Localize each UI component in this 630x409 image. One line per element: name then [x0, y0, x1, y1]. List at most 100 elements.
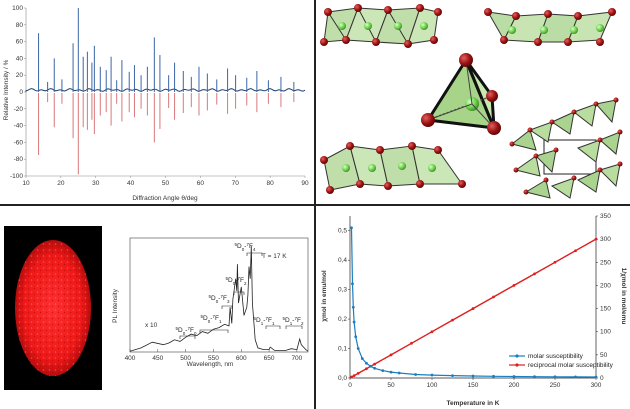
lum-transition-bracket: [285, 325, 303, 329]
lum-xtick-label: 500: [180, 355, 191, 362]
mag-reciprocal-point: [389, 353, 393, 357]
mag-ytick-left-label: 0,1: [338, 346, 347, 353]
mag-reciprocal-point: [553, 260, 557, 264]
xrd-xtick-label: 30: [92, 180, 100, 187]
mag-molar-point: [360, 357, 364, 360]
xrd-panel: 100 80 60 40 20 0 -20 -40 -60 -80 -100 10 20 30 40 50 60…: [0, 0, 314, 204]
mag-molar-point: [553, 375, 557, 379]
legend-label-molar: molar susceptibility: [528, 353, 584, 360]
lum-xtick-label: 700: [291, 355, 302, 362]
mag-reciprocal-point: [451, 318, 454, 322]
xrd-xtick-label: 40: [127, 180, 135, 187]
mag-molar-point: [352, 320, 356, 324]
lum-ylabel: PL Intensity: [112, 288, 119, 322]
mag-ytick-right-label: 0: [600, 375, 604, 382]
crystal-photo: [4, 226, 102, 390]
luminescence-figure: 400 450 500 550 600 650 700 5D0-7F05D0-7F15D0-…: [4, 226, 309, 390]
lum-transition-label: 5D0-7F4: [235, 242, 256, 252]
mag-reciprocal-point: [430, 330, 434, 334]
lum-transition-bracket: [246, 252, 263, 256]
xrd-xtick-label: 50: [162, 180, 170, 187]
lum-temperature: T = 17 K: [262, 253, 287, 260]
mag-reciprocal-point: [373, 362, 376, 366]
mag-molar-point: [533, 375, 536, 379]
lum-transition-bracket: [199, 329, 229, 333]
xrd-ytick-label: 60: [16, 39, 24, 46]
mag-ytick-right-label: 250: [600, 259, 611, 266]
mag-ytick-left-label: 0,4: [338, 257, 347, 264]
mag-ytick-left-label: 0,0: [338, 375, 347, 382]
mag-reciprocal-point: [365, 367, 368, 371]
xrd-ytick-label: -20: [14, 106, 24, 113]
mag-xtick-label: 150: [468, 382, 479, 389]
mag-xtick-label: 0: [348, 382, 352, 389]
mag-reciprocal-point: [512, 284, 516, 287]
mag-molar-point: [451, 374, 454, 378]
mag-reciprocal-point: [352, 374, 356, 378]
horizontal-divider: [0, 204, 630, 206]
mag-reciprocal-point: [350, 375, 353, 379]
lum-transition-bracket: [179, 335, 196, 339]
xrd-xtick-label: 80: [267, 180, 275, 187]
mag-ytick-right-label: 350: [600, 213, 611, 220]
mag-reciprocal-point: [410, 341, 413, 345]
legend-label-reciprocal: reciprocal molar susceptibility: [528, 362, 614, 369]
mag-ytick-right-label: 300: [600, 236, 611, 243]
mag-ylabel-right: 1/χmol in mol/emu: [620, 268, 627, 325]
lum-transition-bracket: [221, 305, 233, 309]
mag-axes: 0 50 100 150 200 250 300 0,0 0,1 0,2 0,3 0,4 0,5 0 50 1…: [338, 213, 611, 389]
lum-transition-label: 5D0-7F2: [226, 276, 247, 286]
mag-ytick-left-label: 0,2: [338, 316, 347, 323]
mag-molar-point: [430, 373, 434, 377]
mag-molar-point: [574, 375, 577, 379]
mag-xtick-label: 100: [427, 382, 438, 389]
xrd-xtick-label: 20: [57, 180, 65, 187]
mag-xtick-label: 250: [550, 382, 561, 389]
mag-ytick-right-label: 200: [600, 282, 611, 289]
xrd-data: [25, 8, 306, 175]
xrd-ytick-label: 0: [19, 89, 23, 96]
tetrahedra-network: [509, 97, 623, 199]
mag-reciprocal-point: [574, 249, 577, 253]
lum-xtick-label: 600: [236, 355, 247, 362]
luminescence-panel: 400 450 500 550 600 650 700 5D0-7F0 5D0-7F1 5D0-…: [0, 206, 314, 409]
xrd-xtick-label: 10: [22, 180, 30, 187]
mag-molar-point: [389, 370, 393, 374]
mag-reciprocal-point: [594, 237, 598, 241]
mag-molar-point: [373, 366, 376, 370]
mag-molar-point: [512, 375, 516, 378]
tetrahedra-chain-top-left: [320, 4, 442, 48]
single-tetrahedron: [421, 53, 501, 135]
mag-ylabel-left: χmol in emu/mol: [321, 270, 328, 322]
xrd-ylabel: Relative Intensity / %: [3, 59, 10, 120]
xrd-ytick-label: 80: [16, 22, 24, 29]
mag-reciprocal-point: [356, 371, 360, 375]
lum-transition-label: 5D0-7F3: [209, 294, 230, 304]
mag-reciprocal-point: [471, 307, 475, 310]
mag-legend: molar susceptibility reciprocal molar su…: [509, 353, 614, 369]
crystal-structure-illustrations: [320, 4, 623, 199]
legend-marker-reciprocal: [515, 363, 519, 367]
lum-transition-label: 5D0-7F0: [176, 326, 197, 336]
legend-marker-molar: [515, 354, 519, 358]
lum-annotations: 5D0-7F0 5D0-7F1 5D0-7F2 5D0-7F3 5D0-7F4 5D1-7…: [176, 242, 304, 339]
xrd-baseline: [25, 88, 306, 92]
mag-ytick-left-label: 0,3: [338, 287, 347, 294]
magnetic-chart: 0 50 100 150 200 250 300 0,0 0,1 0,2 0,3 0,4 0,5 0 50 1…: [321, 213, 627, 407]
tetrahedra-chain-bottom-left: [320, 142, 466, 194]
mag-molar-point: [356, 347, 360, 350]
magnetic-panel: 0 50 100 150 200 250 300 0,0 0,1 0,2 0,3 0,4 0,5 0 50 1…: [316, 206, 630, 409]
lum-transition-label: 5D1-7F1: [254, 316, 275, 326]
lum-transition-label: 5D0-7F1: [201, 314, 222, 324]
lum-scale-factor: x 10: [145, 322, 158, 329]
mag-reciprocal-line: [351, 238, 597, 378]
xrd-ytick-label: -60: [14, 139, 24, 146]
lum-transition-label: 5D1-7F2: [283, 316, 304, 326]
mag-ytick-right-label: 100: [600, 329, 611, 336]
mag-molar-point: [351, 305, 355, 309]
mag-molar-point: [369, 364, 372, 368]
mag-molar-point: [381, 369, 385, 373]
mag-molar-point: [350, 226, 353, 230]
mag-xtick-label: 200: [509, 382, 520, 389]
